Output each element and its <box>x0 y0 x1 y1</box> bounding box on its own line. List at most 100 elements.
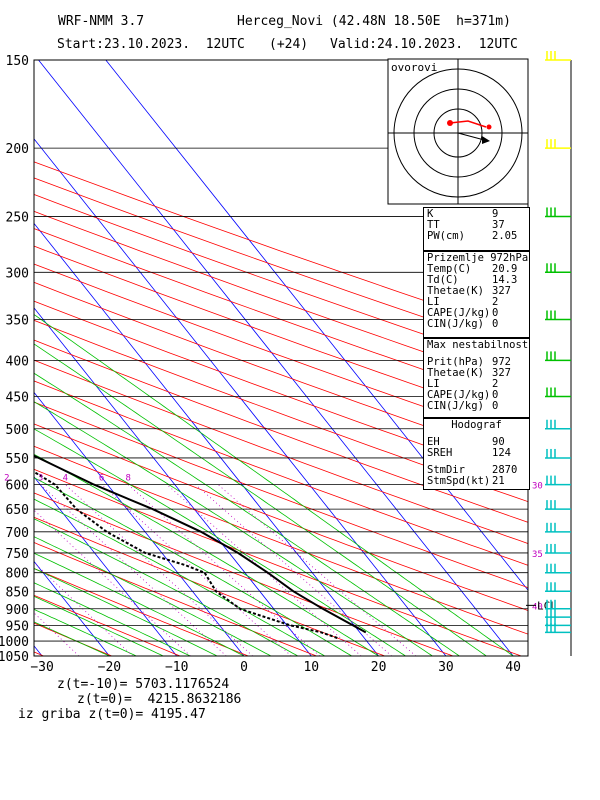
hodograf-row: SREH 124 <box>427 447 511 459</box>
max-unstable-row: CAPE(J/kg) 0 <box>427 389 499 401</box>
theta-label: 30 <box>532 482 543 492</box>
lead-time: (+24) <box>269 37 309 52</box>
surface-panel: Prizemlje 972hPa Temp(C) 20.9 Td(C) 14.3 T… <box>423 251 530 338</box>
pressure-tick-label: 350 <box>6 314 29 329</box>
surface-row: Thetae(K) 327 <box>427 285 511 297</box>
hodograph-point <box>447 120 453 126</box>
mixing-ratio-line <box>195 484 392 656</box>
mixing-ratio-label: 2 <box>4 474 9 484</box>
temperature-tick-label: 30 <box>438 660 454 675</box>
mixing-ratio-line <box>34 561 133 656</box>
mixing-ratio-label: 8 <box>125 474 130 484</box>
pressure-tick-label: 150 <box>6 54 29 69</box>
pressure-tick-label: 550 <box>6 452 29 467</box>
hodograf-row: StmDir 2870 <box>427 464 518 476</box>
surface-row: Td(C) 14.3 <box>427 274 518 286</box>
theta-label: 40 <box>532 602 543 612</box>
wind-barb <box>545 207 571 218</box>
pressure-tick-label: 200 <box>6 142 29 157</box>
hodograph-arrowhead <box>482 136 490 144</box>
moist-adiabat-line <box>34 428 406 656</box>
wind-barb <box>545 623 571 634</box>
hodograph-trace <box>449 120 487 128</box>
hodograf-row: EH 90 <box>427 436 505 448</box>
temperature-profile <box>34 454 367 634</box>
isotherm-line <box>34 476 178 656</box>
max-unstable-panel: Max nestabilnost Prit(hPa) 972 Thetae(K) 3… <box>423 338 530 418</box>
pressure-tick-label: 300 <box>6 266 29 281</box>
pressure-tick-label: 450 <box>6 390 29 405</box>
temperature-tick-label: 20 <box>371 660 387 675</box>
start-time: Start:23.10.2023. 12UTC <box>57 37 245 52</box>
mixing-ratio-label: 3 <box>38 474 43 484</box>
mixing-ratio-line <box>40 484 227 656</box>
height-zero-grib: iz griba z(t=0)= 4195.47 <box>18 707 206 722</box>
wind-barb <box>545 263 571 274</box>
pressure-tick-label: 600 <box>6 479 29 494</box>
model-name: WRF-NMM 3.7 <box>58 14 145 29</box>
hodograph-label: ovorovi <box>391 61 437 74</box>
wind-barb <box>545 608 571 618</box>
surface-title: Prizemlje 972hPa <box>427 252 529 264</box>
wind-barb <box>545 387 571 398</box>
moist-adiabat-line <box>34 552 245 656</box>
moist-adiabat-line <box>34 477 352 656</box>
mixing-ratio-label: 4 <box>63 474 68 484</box>
dry-adiabat-line <box>34 568 249 656</box>
temperature-tick-label: 40 <box>505 660 521 675</box>
wind-barb <box>545 563 571 574</box>
wind-barb <box>545 351 571 362</box>
mixing-ratio-line <box>65 484 253 656</box>
moist-adiabat-line <box>34 536 272 656</box>
hodograf-row: StmSpd(kt) 21 <box>427 475 505 487</box>
wind-barb <box>545 500 571 510</box>
moist-adiabat-line <box>34 498 325 656</box>
hodograph-point <box>486 124 492 130</box>
wind-barb <box>545 475 571 486</box>
moist-adiabat-line <box>34 518 298 656</box>
pressure-tick-label: 1000 <box>0 635 29 650</box>
max-unstable-title: Max nestabilnost <box>427 339 529 351</box>
temperature-tick-label: −30 <box>30 660 53 675</box>
height-minus10: z(t=-10)= 5703.1176524 <box>57 677 230 692</box>
pressure-tick-label: 850 <box>6 585 29 600</box>
wind-barb <box>545 582 571 593</box>
moist-adiabat-line <box>34 343 487 656</box>
moist-adiabat-line <box>34 453 379 656</box>
moist-adiabat-line <box>34 608 137 656</box>
wind-barb <box>545 522 571 533</box>
hodograf-panel: Hodograf EH 90 SREH 124 StmDir 2870 StmSpd(… <box>423 418 530 490</box>
temperature-tick-label: −20 <box>98 660 121 675</box>
isotherm-line <box>34 307 312 656</box>
wind-barb <box>545 139 571 149</box>
mixing-ratio-line <box>34 509 191 656</box>
surface-row: CAPE(J/kg) 0 <box>427 307 499 319</box>
dry-adiabat-line <box>34 542 317 656</box>
moist-adiabat-line <box>34 582 191 656</box>
mixing-ratio-line <box>34 612 80 656</box>
wind-barb <box>545 51 571 61</box>
moist-adiabat-line <box>34 401 433 656</box>
moist-adiabat-line <box>34 595 164 656</box>
wind-barb <box>545 543 571 554</box>
max-unstable-row: Thetae(K) 327 <box>427 367 511 379</box>
hodograf-title: Hodograf <box>451 419 502 431</box>
moist-adiabat-line <box>34 568 218 656</box>
theta-label: 35 <box>532 550 543 560</box>
isotherm-line <box>34 138 447 656</box>
pressure-tick-label: 400 <box>6 354 29 369</box>
wind-barb <box>545 599 571 610</box>
height-zero: z(t=0)= 4215.8632186 <box>77 692 242 707</box>
temperature-tick-label: −10 <box>165 660 188 675</box>
surface-row: CIN(J/kg) 0 <box>427 318 499 330</box>
mixing-ratio-line <box>166 484 362 656</box>
wind-barb <box>545 448 571 459</box>
dry-adiabat-line <box>34 516 385 656</box>
mixing-ratio-label: 6 <box>99 474 104 484</box>
pressure-tick-label: 950 <box>6 619 29 634</box>
station-info: Herceg_Novi (42.48N 18.50E h=371m) <box>237 14 511 29</box>
pressure-tick-label: 1050 <box>0 650 29 665</box>
pressure-tick-label: 250 <box>6 210 29 225</box>
